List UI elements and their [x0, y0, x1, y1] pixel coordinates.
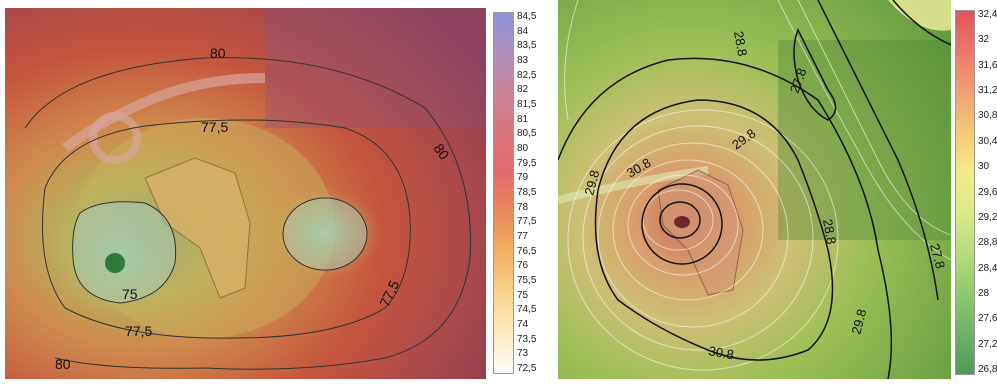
colorbar-tick-label: 73 — [517, 348, 529, 360]
right-contour-label: 29.8 — [581, 168, 602, 196]
right-colorbar-ticks: 32,4 32 31,6 31,2 30,8 30,4 30 29,6 29,2 28,8 28,4… — [978, 10, 997, 375]
colorbar-tick-label: 74 — [517, 319, 529, 330]
colorbar-tick-label: 83 — [517, 55, 529, 66]
left-contour-label: 80 — [210, 45, 226, 61]
right-contour-label: 29.8 — [848, 307, 869, 335]
colorbar-tick-label: 83,5 — [517, 40, 537, 52]
colorbar-tick-label: 80,5 — [517, 128, 537, 140]
colorbar-tick-label: 30,4 — [978, 135, 997, 147]
colorbar-tick-label: 75 — [517, 289, 529, 301]
left-colorbar — [493, 12, 514, 374]
colorbar-tick-label: 73,5 — [517, 333, 537, 345]
right-contour-label: 30.8 — [707, 343, 735, 362]
colorbar-tick-label: 82,5 — [517, 69, 537, 81]
colorbar-tick-label: 32,4 — [978, 9, 997, 20]
colorbar-tick-label: 28 — [978, 287, 990, 299]
colorbar-tick-label: 29,6 — [978, 186, 997, 198]
colorbar-tick-label: 28,8 — [978, 237, 997, 249]
left-contour-label: 75 — [122, 286, 138, 302]
colorbar-tick-label: 72,5 — [517, 363, 537, 374]
left-temperature-map: 80 77,5 80 77,5 75 77,5 80 — [5, 8, 486, 379]
left-contour-label: 77,5 — [201, 119, 228, 135]
colorbar-tick-label: 79 — [517, 172, 529, 184]
colorbar-tick-label: 80 — [517, 143, 529, 154]
colorbar-tick-label: 84 — [517, 25, 529, 37]
colorbar-tick-label: 79,5 — [517, 157, 537, 169]
right-temperature-map: 28.8 27.8 29.8 30.8 29.8 28.8 27.8 29.8 … — [557, 0, 952, 380]
colorbar-tick-label: 32 — [978, 34, 990, 46]
colorbar-tick-label: 76,5 — [517, 245, 537, 257]
right-contour-label: 27.8 — [927, 242, 948, 270]
colorbar-tick-label: 30,8 — [978, 110, 997, 122]
right-colorbar — [955, 10, 975, 375]
colorbar-tick-label: 75,5 — [517, 275, 537, 286]
right-contour-label: 28.8 — [731, 30, 750, 58]
colorbar-tick-label: 31,6 — [978, 59, 997, 71]
colorbar-tick-label: 28,4 — [978, 262, 997, 274]
colorbar-tick-label: 30 — [978, 161, 990, 173]
colorbar-tick-label: 77 — [517, 231, 529, 242]
left-contour-label: 77,5 — [125, 323, 152, 339]
right-contour-label: 28.8 — [820, 218, 839, 246]
colorbar-tick-label: 78 — [517, 201, 529, 213]
colorbar-tick-label: 29,2 — [978, 211, 997, 223]
colorbar-tick-label: 84,5 — [517, 11, 537, 22]
colorbar-tick-label: 76 — [517, 260, 529, 272]
colorbar-tick-label: 27,6 — [978, 313, 997, 325]
colorbar-tick-label: 74,5 — [517, 304, 537, 316]
colorbar-tick-label: 82 — [517, 84, 529, 96]
left-contour-label: 80 — [55, 356, 71, 372]
colorbar-tick-label: 81,5 — [517, 99, 537, 110]
colorbar-tick-label: 27,2 — [978, 338, 997, 350]
colorbar-tick-label: 77,5 — [517, 216, 537, 228]
colorbar-tick-label: 81 — [517, 113, 529, 125]
colorbar-tick-label: 31,2 — [978, 85, 997, 97]
colorbar-tick-label: 78,5 — [517, 187, 537, 198]
left-colorbar-ticks: 84,5 84 83,5 83 82,5 82 81,5 81 80,5 80 79,5 79 78,5… — [517, 12, 547, 374]
colorbar-tick-label: 26,8 — [978, 364, 997, 375]
